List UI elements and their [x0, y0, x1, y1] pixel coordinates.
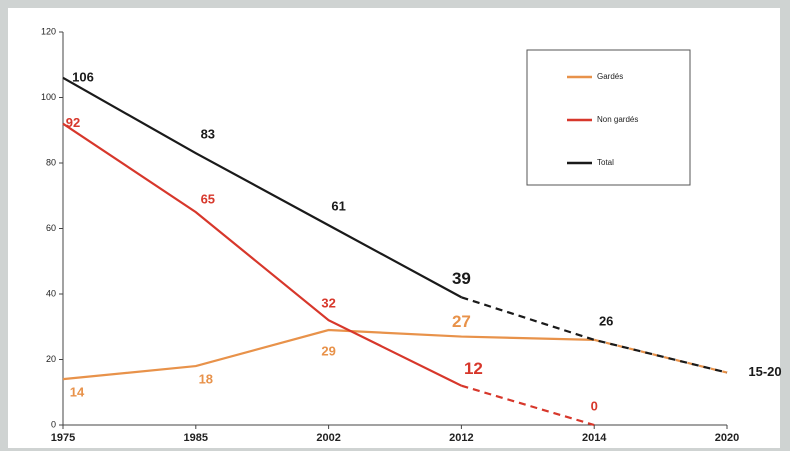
data-label: 18 — [199, 371, 213, 386]
data-label: 92 — [66, 115, 80, 130]
data-label: 83 — [201, 127, 215, 142]
y-tick-label: 20 — [46, 354, 56, 364]
data-label: 27 — [452, 312, 471, 331]
x-tick-label: 2012 — [449, 432, 473, 444]
x-tick-label: 2020 — [715, 432, 739, 444]
y-tick-label: 40 — [46, 288, 56, 298]
data-label: 29 — [321, 343, 335, 358]
line — [62, 76, 462, 299]
data-label: 32 — [321, 296, 335, 311]
x-tick-label: 2002 — [316, 432, 340, 444]
y-tick-label: 80 — [46, 157, 56, 167]
data-label: 14 — [70, 385, 85, 400]
data-label: 106 — [72, 69, 94, 84]
legend-label: Gardés — [597, 72, 623, 81]
x-tick-label: 1985 — [184, 432, 208, 444]
x-tick-label: 1975 — [51, 432, 75, 444]
data-label: 65 — [201, 192, 215, 207]
line-projection — [461, 296, 728, 374]
legend-label: Non gardés — [597, 115, 638, 124]
line — [62, 122, 462, 387]
legend-label: Total — [597, 158, 614, 167]
data-label: 0 — [591, 398, 598, 413]
data-label: 15-20 — [748, 364, 781, 379]
y-tick-label: 0 — [51, 419, 56, 429]
data-label: 26 — [599, 313, 613, 328]
data-label: 39 — [452, 269, 471, 288]
line — [62, 328, 595, 381]
y-tick-label: 100 — [41, 92, 56, 102]
x-tick-label: 2014 — [582, 432, 607, 444]
y-tick-label: 120 — [41, 26, 56, 36]
y-tick-label: 60 — [46, 223, 56, 233]
legend-box — [526, 49, 691, 186]
data-label: 12 — [464, 359, 483, 378]
data-label: 61 — [331, 199, 345, 214]
